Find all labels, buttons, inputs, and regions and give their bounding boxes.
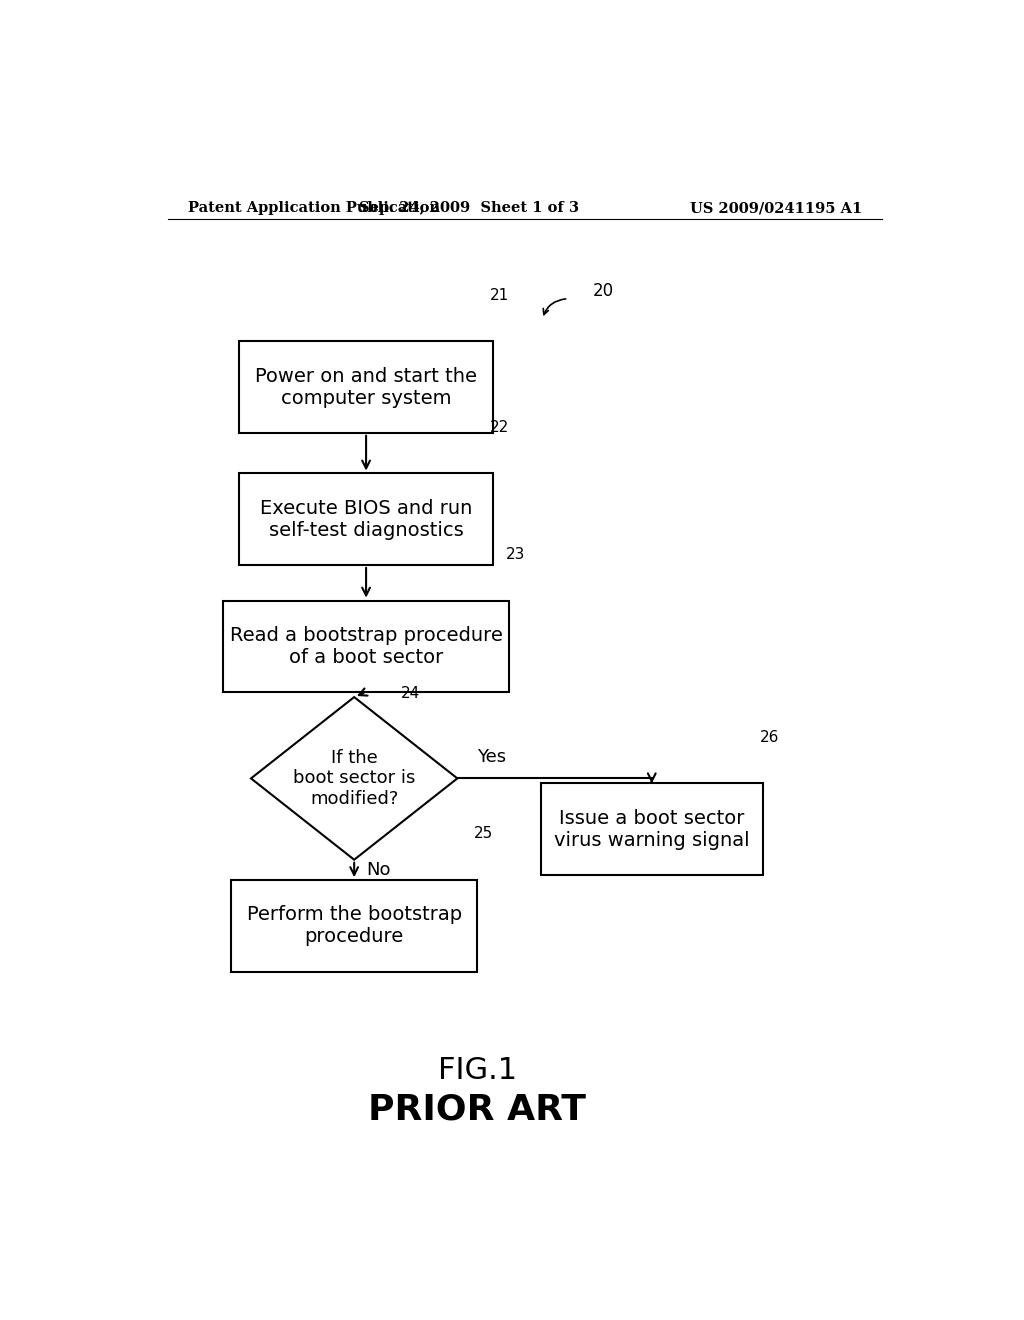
Text: Perform the bootstrap
procedure: Perform the bootstrap procedure xyxy=(247,906,462,946)
Text: 24: 24 xyxy=(401,686,420,701)
Text: Sep. 24, 2009  Sheet 1 of 3: Sep. 24, 2009 Sheet 1 of 3 xyxy=(359,201,580,215)
Bar xyxy=(239,474,493,565)
Text: 20: 20 xyxy=(592,281,613,300)
Text: No: No xyxy=(367,861,390,879)
Text: Yes: Yes xyxy=(477,748,506,766)
Text: 26: 26 xyxy=(760,730,779,744)
Text: 25: 25 xyxy=(474,826,494,841)
Text: US 2009/0241195 A1: US 2009/0241195 A1 xyxy=(690,201,862,215)
Bar xyxy=(231,880,477,972)
Text: 23: 23 xyxy=(506,546,524,562)
Text: PRIOR ART: PRIOR ART xyxy=(369,1092,586,1126)
Text: Patent Application Publication: Patent Application Publication xyxy=(187,201,439,215)
Text: Execute BIOS and run
self-test diagnostics: Execute BIOS and run self-test diagnosti… xyxy=(260,499,472,540)
Bar xyxy=(239,342,493,433)
Text: Power on and start the
computer system: Power on and start the computer system xyxy=(255,367,477,408)
Text: If the
boot sector is
modified?: If the boot sector is modified? xyxy=(293,748,416,808)
Text: FIG.1: FIG.1 xyxy=(437,1056,517,1085)
Text: Issue a boot sector
virus warning signal: Issue a boot sector virus warning signal xyxy=(554,809,750,850)
Text: 22: 22 xyxy=(489,420,509,434)
Polygon shape xyxy=(251,697,458,859)
Text: 21: 21 xyxy=(489,288,509,302)
Bar xyxy=(541,784,763,875)
Bar xyxy=(223,601,509,692)
Text: Read a bootstrap procedure
of a boot sector: Read a bootstrap procedure of a boot sec… xyxy=(229,626,503,667)
